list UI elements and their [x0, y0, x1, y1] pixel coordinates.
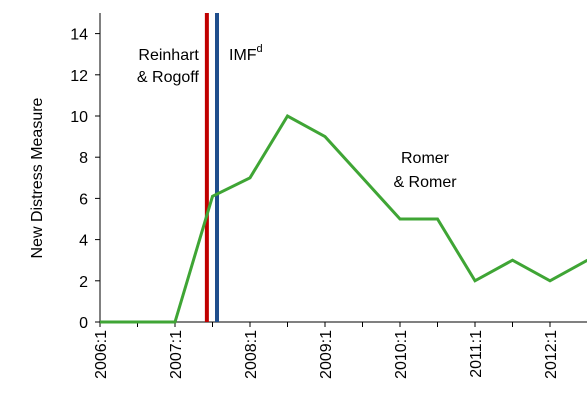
x-tick-label: 2006:1 [93, 330, 110, 379]
x-tick-label: 2012:1 [543, 330, 560, 379]
event-label: IMFd [229, 43, 263, 64]
y-axis-label: New Distress Measure [29, 97, 46, 258]
y-tick-label: 6 [79, 191, 88, 208]
y-tick-label: 14 [70, 27, 88, 44]
y-tick-label: 0 [79, 315, 88, 332]
series-label: Romer [401, 150, 450, 167]
y-tick-label: 4 [79, 233, 88, 250]
x-tick-label: 2008:1 [243, 330, 260, 379]
event-label-superscript: d [257, 43, 263, 55]
event-label: & Rogoff [137, 69, 200, 86]
event-label-main: IMF [229, 47, 257, 64]
series-label: & Romer [393, 174, 457, 191]
x-tick-label: 2011:1 [468, 330, 485, 378]
x-tick-label: 2009:1 [318, 330, 335, 379]
x-tick-label: 2010:1 [393, 330, 410, 379]
y-tick-label: 2 [79, 274, 88, 291]
event-label: Reinhart [138, 47, 199, 64]
x-tick-label: 2007:1 [168, 330, 185, 379]
data-line [100, 113, 587, 324]
y-tick-label: 8 [79, 150, 88, 167]
y-tick-label: 12 [70, 68, 88, 85]
y-tick-label: 10 [70, 109, 88, 126]
